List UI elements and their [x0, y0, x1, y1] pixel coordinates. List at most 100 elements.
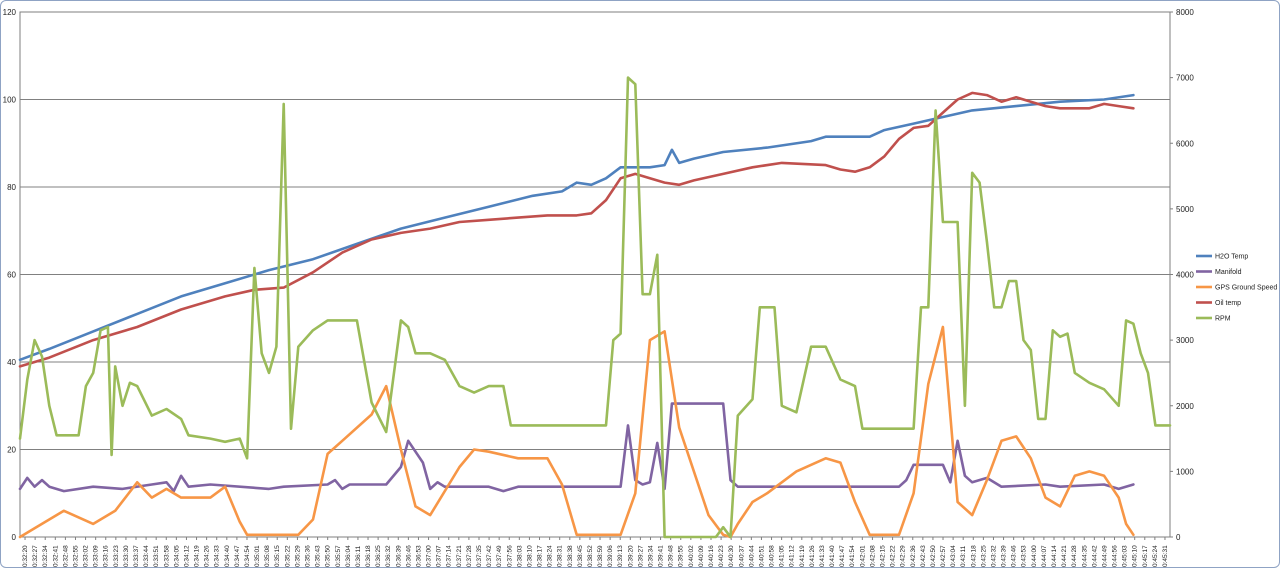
x-tick-label: 0:35:50 [325, 545, 332, 567]
x-tick-label: 0:44:28 [1071, 545, 1078, 567]
legend-label: RPM [1215, 316, 1231, 323]
y2-tick-label: 6000 [1176, 139, 1194, 148]
x-tick-label: 0:38:17 [537, 545, 544, 567]
x-tick-label: 0:45:31 [1162, 545, 1169, 567]
x-tick-label: 0:42:08 [869, 545, 876, 567]
y-tick-label: 100 [3, 96, 17, 105]
x-tick-label: 0:40:37 [738, 545, 745, 567]
legend-label: Manifold [1215, 269, 1242, 276]
x-tick-label: 0:43:39 [1001, 545, 1008, 567]
x-tick-label: 0:36:11 [355, 545, 362, 567]
x-tick-label: 0:33:37 [133, 545, 140, 567]
x-tick-label: 0:40:44 [748, 545, 755, 567]
x-tick-label: 0:36:39 [395, 545, 402, 567]
x-tick-label: 0:42:36 [910, 545, 917, 567]
x-tick-label: 0:34:05 [173, 545, 180, 567]
x-tick-label: 0:44:35 [1081, 545, 1088, 567]
x-tick-label: 0:39:55 [678, 545, 685, 567]
x-tick-label: 0:37:35 [476, 545, 483, 567]
x-axis: 0:32:20 0:32:27 0:32:34 0:32:41 0:32:48 0:32:… [22, 537, 1169, 567]
x-tick-label: 0:38:59 [597, 545, 604, 567]
x-tick-label: 0:32:41 [52, 545, 59, 567]
x-tick-label: 0:38:52 [587, 545, 594, 567]
x-tick-label: 0:44:49 [1101, 545, 1108, 567]
x-tick-label: 0:37:00 [426, 545, 433, 567]
series-lines [18, 76, 1172, 539]
x-tick-label: 0:33:30 [123, 545, 130, 567]
x-tick-label: 0:45:17 [1142, 545, 1149, 567]
gridlines [19, 11, 1171, 538]
x-tick-label: 0:35:57 [335, 545, 342, 567]
x-tick-label: 0:35:43 [315, 545, 322, 567]
x-tick-label: 0:34:12 [183, 545, 190, 567]
x-tick-label: 0:37:07 [436, 545, 443, 567]
x-tick-label: 0:35:22 [284, 545, 291, 567]
x-tick-label: 0:37:21 [456, 545, 463, 567]
x-tick-label: 0:40:51 [758, 545, 765, 567]
y-tick-label: 60 [7, 271, 16, 280]
x-tick-label: 0:33:44 [143, 545, 150, 567]
x-tick-label: 0:36:32 [385, 545, 392, 567]
y2-tick-label: 7000 [1176, 74, 1194, 83]
x-tick-label: 0:43:32 [990, 545, 997, 567]
x-tick-label: 0:39:34 [647, 545, 654, 567]
x-tick-label: 0:35:08 [264, 545, 271, 567]
x-tick-label: 0:43:18 [970, 545, 977, 567]
x-tick-label: 0:32:27 [32, 545, 39, 567]
x-tick-label: 0:41:33 [819, 545, 826, 567]
x-tick-label: 0:34:40 [224, 545, 231, 567]
x-tick-label: 0:45:03 [1122, 545, 1129, 567]
x-tick-label: 0:38:03 [516, 545, 523, 567]
y-axis-left: 0 20 40 60 80 100 120 [3, 8, 17, 542]
series-line-h2o-temp [18, 93, 1135, 362]
x-tick-label: 0:40:58 [769, 545, 776, 567]
x-tick-label: 0:38:10 [526, 545, 533, 567]
x-tick-label: 0:41:19 [799, 545, 806, 567]
x-tick-label: 0:37:28 [466, 545, 473, 567]
x-tick-label: 0:32:34 [42, 545, 49, 567]
x-tick-label: 0:44:07 [1041, 545, 1048, 567]
x-tick-label: 0:36:25 [375, 545, 382, 567]
x-tick-label: 0:42:01 [859, 545, 866, 567]
x-tick-label: 0:37:49 [496, 545, 503, 567]
x-tick-label: 0:41:26 [809, 545, 816, 567]
x-tick-label: 0:45:10 [1132, 545, 1139, 567]
legend-label: H2O Temp [1215, 254, 1248, 261]
series-line-gps-ground-speed [18, 325, 1135, 539]
x-tick-label: 0:42:22 [890, 545, 897, 567]
x-tick-label: 0:44:42 [1091, 545, 1098, 567]
x-tick-label: 0:43:04 [950, 545, 957, 567]
x-tick-label: 0:41:05 [779, 545, 786, 567]
x-tick-label: 0:42:57 [940, 545, 947, 567]
x-tick-label: 0:42:15 [880, 545, 887, 567]
legend-label: Oil temp [1215, 300, 1241, 307]
x-tick-label: 0:32:20 [22, 545, 29, 567]
legend: H2O Temp Manifold GPS Ground Speed Oil temp… [1196, 254, 1277, 323]
x-tick-label: 0:43:11 [960, 545, 967, 567]
series-line-rpm [18, 76, 1172, 539]
x-tick-label: 0:39:20 [627, 545, 634, 567]
x-tick-label: 0:33:51 [153, 545, 160, 567]
y2-tick-label: 3000 [1176, 336, 1194, 345]
x-tick-label: 0:39:13 [617, 545, 624, 567]
x-tick-label: 0:34:33 [214, 545, 221, 567]
x-tick-label: 0:34:26 [204, 545, 211, 567]
series-line-oil-temp [18, 91, 1135, 368]
x-tick-label: 0:32:55 [72, 545, 79, 567]
x-tick-label: 0:33:02 [83, 545, 90, 567]
x-tick-label: 0:40:23 [718, 545, 725, 567]
y-axis-right: 0 1000 2000 3000 4000 5000 6000 7000 8000 [1170, 8, 1194, 542]
x-tick-label: 0:34:19 [194, 545, 201, 567]
x-tick-label: 0:38:45 [577, 545, 584, 567]
x-tick-label: 0:36:04 [345, 545, 352, 567]
x-tick-label: 0:41:54 [849, 545, 856, 567]
x-tick-label: 0:36:46 [405, 545, 412, 567]
y2-tick-label: 8000 [1176, 8, 1194, 17]
y-tick-label: 0 [12, 533, 17, 542]
y-tick-label: 20 [7, 446, 16, 455]
y-tick-label: 120 [3, 8, 17, 17]
x-tick-label: 0:40:09 [698, 545, 705, 567]
x-tick-label: 0:37:42 [486, 545, 493, 567]
x-tick-label: 0:34:54 [244, 545, 251, 567]
y-tick-label: 80 [7, 183, 16, 192]
